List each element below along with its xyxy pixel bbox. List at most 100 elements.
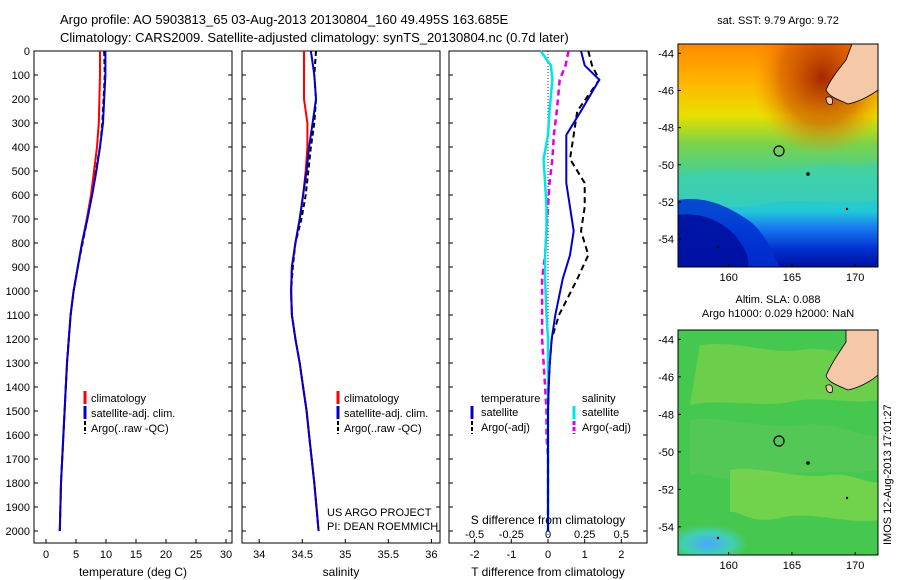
- header-line-2: Climatology: CARS2009. Satellite-adjuste…: [60, 30, 569, 45]
- temperature-axis-label: temperature (deg C): [79, 565, 187, 579]
- temperature-difference-tick-label: 2: [618, 549, 624, 561]
- sst-map-lon-tick-label: 170: [846, 272, 864, 284]
- salinity-difference-tick-label: 0.5: [614, 529, 629, 541]
- salinity-difference-tick-label: 0.25: [574, 529, 595, 541]
- salinity-tick-label: 34: [253, 549, 265, 561]
- legend-label-t-argo: Argo(-adj): [481, 422, 530, 434]
- sla-map-frame: [677, 329, 879, 556]
- temperature-difference-tick-label: 1: [582, 549, 588, 561]
- legend-head-salinity: salinity: [582, 393, 616, 405]
- difference-top-axis-label: S difference from climatology: [471, 513, 626, 527]
- depth-tick-label: 1900: [6, 502, 30, 514]
- temperature-difference-tick-label: 0: [545, 549, 551, 561]
- salinity-axis-label: salinity: [323, 565, 360, 579]
- temperature-tick-label: 0: [43, 549, 49, 561]
- temperature-difference-tick-label: -1: [506, 549, 516, 561]
- island-marker: [716, 245, 720, 249]
- depth-tick-label: 2000: [6, 526, 30, 538]
- island-marker: [845, 207, 849, 211]
- depth-tick-label: 800: [12, 238, 30, 250]
- sla-map-lon-tick-label: 160: [719, 560, 737, 572]
- sla-map: [678, 330, 878, 555]
- salinity-tick-label: 35: [339, 549, 351, 561]
- salinity-tick-label: 36: [425, 549, 437, 561]
- sst-map-lon-tick-label: 165: [783, 272, 801, 284]
- salinity-tick-label: 34.5: [292, 549, 313, 561]
- sla-map-lon-tick-label: 170: [846, 560, 864, 572]
- land-south-island: [825, 96, 833, 106]
- credit-line-2: PI: DEAN ROEMMICH: [327, 521, 438, 533]
- depth-tick-label: 1000: [6, 286, 30, 298]
- sst-map-lat-tick-label: -50: [658, 160, 674, 172]
- sst-map-lat-tick-label: -52: [658, 197, 674, 209]
- sst-map-lat-tick-label: -54: [658, 234, 674, 246]
- depth-tick-label: 1600: [6, 430, 30, 442]
- depth-tick-label: 1500: [6, 406, 30, 418]
- sst-map-lat-tick-label: -46: [658, 85, 674, 97]
- sst-map-title: sat. SST: 9.79 Argo: 9.72: [717, 15, 839, 27]
- land-south-island: [825, 384, 833, 394]
- land-new-zealand: [825, 44, 878, 105]
- depth-tick-label: 200: [12, 94, 30, 106]
- island-marker: [806, 461, 810, 465]
- depth-tick-label: 1800: [6, 478, 30, 490]
- depth-tick-label: 100: [12, 70, 30, 82]
- legend-label-satellite: satellite-adj. clim.: [344, 408, 428, 420]
- island-marker: [845, 496, 849, 500]
- argo-float-marker: [773, 435, 785, 447]
- salinity-difference-tick-label: -0.5: [465, 529, 484, 541]
- legend-label-satellite: satellite-adj. clim.: [91, 408, 175, 420]
- temperature-tick-label: 30: [220, 549, 232, 561]
- header-line-1: Argo profile: AO 5903813_65 03-Aug-2013 …: [60, 12, 508, 27]
- depth-tick-label: 1200: [6, 334, 30, 346]
- sla-map-lat-tick-label: -52: [658, 484, 674, 496]
- island-marker: [806, 172, 810, 176]
- legend-label-climatology: climatology: [91, 393, 147, 405]
- depth-tick-label: 0: [24, 46, 30, 58]
- difference-axis-label: T difference from climatology: [471, 565, 625, 579]
- difference-legend: temperature salinity satellite Argo(-adj…: [470, 393, 631, 434]
- depth-tick-label: 300: [12, 118, 30, 130]
- imos-timestamp-stamp: IMOS 12-Aug-2013 17:01:27: [882, 404, 894, 545]
- argo-float-marker: [773, 145, 785, 157]
- depth-tick-label: 400: [12, 142, 30, 154]
- salinity-difference-tick-label: -0.25: [499, 529, 524, 541]
- temperature-tick-label: 20: [160, 549, 172, 561]
- depth-tick-label: 1700: [6, 454, 30, 466]
- depth-tick-label: 1300: [6, 358, 30, 370]
- temperature-tick-label: 15: [130, 549, 142, 561]
- sst-map-lat-tick-label: -48: [658, 123, 674, 135]
- legend-label-climatology: climatology: [344, 393, 400, 405]
- sst-map-lat-tick-label: -44: [658, 48, 674, 60]
- legend-label-s-satellite: satellite: [582, 407, 619, 419]
- credit-line-1: US ARGO PROJECT: [327, 507, 432, 519]
- legend-label-argo: Argo(..raw -QC): [344, 423, 422, 435]
- sla-map-lat-tick-label: -44: [658, 334, 674, 346]
- legend-label-t-satellite: satellite: [481, 407, 518, 419]
- salinity-tick-label: 35.5: [378, 549, 399, 561]
- sla-map-title-2: Argo h1000: 0.029 h2000: NaN: [702, 308, 854, 320]
- depth-tick-label: 900: [12, 262, 30, 274]
- temperature-legend: climatology satellite-adj. clim. Argo(..…: [83, 391, 175, 435]
- depth-tick-label: 1100: [6, 310, 30, 322]
- island-marker: [716, 536, 720, 540]
- series-satellite-salinity: [290, 50, 320, 532]
- salinity-panel-frame: [241, 50, 441, 544]
- sla-map-lon-tick-label: 165: [783, 560, 801, 572]
- temperature-tick-label: 10: [100, 549, 112, 561]
- land-new-zealand: [825, 330, 878, 391]
- series-satellite-temperature-difference: [547, 50, 601, 531]
- temperature-tick-label: 25: [190, 549, 202, 561]
- series-argo-salinity: [290, 50, 320, 532]
- sst-map: [678, 44, 878, 267]
- sla-map-title-1: Altim. SLA: 0.088: [736, 294, 821, 306]
- sla-map-lat-tick-label: -46: [658, 372, 674, 384]
- sst-map-lon-tick-label: 160: [719, 272, 737, 284]
- depth-tick-label: 1400: [6, 382, 30, 394]
- depth-tick-label: 500: [12, 166, 30, 178]
- legend-head-temperature: temperature: [481, 393, 540, 405]
- temperature-tick-label: 5: [73, 549, 79, 561]
- depth-tick-label: 600: [12, 190, 30, 202]
- sla-map-lat-tick-label: -50: [658, 447, 674, 459]
